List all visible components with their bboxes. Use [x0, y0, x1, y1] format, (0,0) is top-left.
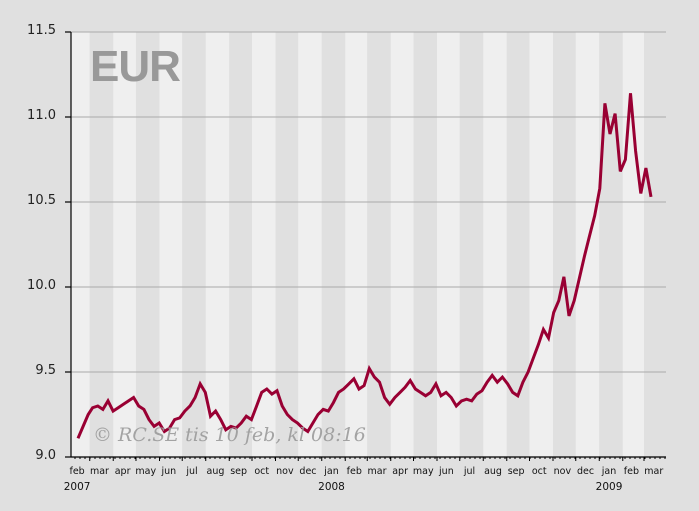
- x-tick-label-month: jun: [439, 466, 454, 477]
- month-stripe: [459, 32, 484, 457]
- x-year-label: 2009: [595, 481, 623, 493]
- x-tick-label-month: mar: [89, 466, 109, 477]
- month-stripe: [182, 32, 206, 457]
- month-stripe: [622, 32, 644, 457]
- x-year-label: 2007: [63, 481, 91, 493]
- month-stripe: [135, 32, 160, 457]
- month-stripe: [553, 32, 576, 457]
- month-stripe: [159, 32, 183, 457]
- month-stripe: [599, 32, 623, 457]
- x-tick-label-month: jan: [601, 466, 617, 477]
- month-stripe: [275, 32, 299, 457]
- x-tick-label-month: nov: [276, 466, 294, 477]
- x-tick-label-month: dec: [576, 466, 595, 477]
- x-tick-label-month: jan: [324, 466, 339, 477]
- month-stripe: [113, 32, 136, 457]
- x-tick-label-month: sep: [507, 466, 525, 477]
- x-year-label: 2008: [318, 481, 345, 493]
- x-tick-label-month: dec: [299, 466, 317, 477]
- month-stripe: [298, 32, 322, 457]
- x-tick-label-month: feb: [69, 466, 85, 477]
- month-stripe: [321, 32, 346, 457]
- x-tick-label-month: nov: [553, 466, 572, 477]
- x-tick-label-month: jun: [161, 466, 177, 477]
- x-tick-label-month: oct: [254, 466, 270, 477]
- month-stripe: [89, 32, 114, 457]
- x-tick-label-month: apr: [392, 466, 408, 477]
- y-tick-label: 10.5: [27, 193, 56, 208]
- month-stripe: [229, 32, 252, 457]
- eur-line-series: [76, 93, 653, 439]
- axes: [65, 31, 666, 461]
- x-tick-label-month: mar: [644, 466, 664, 477]
- x-tick-label-month: feb: [623, 466, 639, 477]
- month-stripe: [390, 32, 414, 457]
- x-tick-label-month: sep: [230, 466, 248, 477]
- month-stripe: [205, 32, 230, 457]
- x-tick-label-month: oct: [531, 466, 547, 477]
- month-stripe: [367, 32, 391, 457]
- x-tick-label-month: feb: [346, 466, 362, 477]
- x-tick-label-month: may: [135, 466, 157, 477]
- month-stripe: [71, 32, 90, 457]
- y-tick-label: 9.0: [35, 448, 56, 463]
- y-tick-label: 9.5: [35, 363, 56, 378]
- month-stripe: [413, 32, 438, 457]
- y-tick-label: 11.0: [27, 108, 56, 123]
- x-tick-label-month: aug: [484, 466, 502, 477]
- x-tick-label-month: jul: [186, 466, 198, 477]
- y-tick-label: 11.5: [27, 23, 56, 38]
- x-tick-label-month: jul: [463, 466, 476, 477]
- month-stripe: [437, 32, 460, 457]
- month-stripe: [644, 32, 666, 457]
- x-tick-label-month: may: [412, 466, 434, 477]
- y-tick-label: 10.0: [27, 278, 56, 293]
- eur-line: [76, 93, 653, 439]
- chart-title: EUR: [90, 42, 181, 91]
- month-stripes: [71, 32, 666, 457]
- x-tick-label-month: mar: [367, 466, 387, 477]
- month-stripe: [251, 32, 276, 457]
- month-stripe: [506, 32, 530, 457]
- month-stripe: [529, 32, 554, 457]
- x-tick-label-month: aug: [206, 466, 225, 477]
- month-stripe: [345, 32, 368, 457]
- x-tick-label-month: apr: [114, 466, 131, 477]
- month-stripe: [483, 32, 507, 457]
- watermark-text: © RC.SE tis 10 feb, kl 08:16: [93, 424, 366, 446]
